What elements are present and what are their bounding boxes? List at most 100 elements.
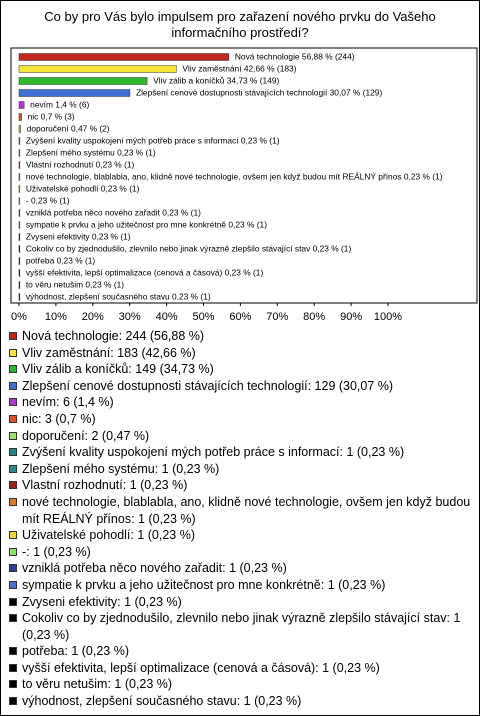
legend-label: doporučení: 2 (0,47 %) bbox=[22, 428, 150, 443]
bar bbox=[18, 197, 21, 205]
legend-label: Cokoliv co by zjednodušilo, zlevnilo neb… bbox=[22, 611, 461, 642]
bar bbox=[18, 125, 21, 133]
bar bbox=[18, 113, 22, 121]
legend-swatch bbox=[9, 398, 17, 407]
legend-item: Zvyseni efektivity: 1 (0,23 %) bbox=[7, 594, 473, 611]
data-label: Zvýšení kvality uspokojení mých potřeb p… bbox=[26, 136, 280, 146]
legend-swatch bbox=[9, 431, 17, 440]
legend-item: Zlepšení mého systému: 1 (0,23 %) bbox=[7, 461, 473, 478]
bar bbox=[18, 53, 230, 61]
bar bbox=[18, 281, 21, 289]
legend-label: Vlastní rozhodnutí: 1 (0,23 %) bbox=[22, 478, 188, 493]
legend-swatch bbox=[9, 448, 17, 457]
legend-swatch bbox=[9, 381, 17, 390]
legend-label: Vliv zaměstnání: 183 (42,66 %) bbox=[22, 345, 196, 360]
legend-item: Zlepšení cenové dostupnosti stávajících … bbox=[7, 378, 473, 395]
bar bbox=[18, 89, 131, 97]
bar bbox=[18, 245, 21, 253]
legend-item: nic: 3 (0,7 %) bbox=[7, 411, 473, 428]
x-tick-label: 80% bbox=[303, 311, 325, 323]
plot-frame bbox=[10, 47, 478, 304]
bar bbox=[18, 101, 25, 109]
bar bbox=[18, 257, 21, 265]
x-tick-label: 30% bbox=[119, 311, 141, 323]
legend-swatch bbox=[9, 697, 17, 706]
legend-label: Zlepšení mého systému: 1 (0,23 %) bbox=[22, 461, 220, 476]
legend-label: nové technologie, blablabla, ano, klidně… bbox=[22, 494, 471, 526]
legend-swatch bbox=[9, 348, 17, 357]
legend-label: Uživatelské pohodlí: 1 (0,23 %) bbox=[22, 528, 196, 543]
legend-label: Zvýšení kvality uspokojení mých potřeb p… bbox=[22, 445, 405, 460]
data-label: potřeba 0,23 % (1) bbox=[26, 256, 96, 266]
legend-item: Cokoliv co by zjednodušilo, zlevnilo neb… bbox=[7, 610, 473, 643]
legend-swatch bbox=[9, 332, 17, 340]
data-label: vzniklá potřeba něco nového zařadit 0,23… bbox=[26, 208, 201, 218]
bar bbox=[18, 173, 21, 181]
legend-swatch bbox=[9, 663, 17, 672]
legend-label: sympatie k prvku a jeho užitečnost pro m… bbox=[22, 577, 386, 592]
legend-item: nové technologie, blablabla, ano, klidně… bbox=[7, 494, 473, 527]
legend-swatch bbox=[9, 414, 17, 423]
legend-item: vzniklá potřeba něco nového zařadit: 1 (… bbox=[7, 560, 473, 577]
legend-label: -: 1 (0,23 %) bbox=[22, 544, 91, 559]
legend-label: Nová technologie: 244 (56,88 %) bbox=[22, 329, 205, 343]
legend-label: to věru netušim: 1 (0,23 %) bbox=[22, 677, 173, 692]
x-tick-label: 50% bbox=[192, 311, 214, 323]
legend-label: Zvyseni efektivity: 1 (0,23 %) bbox=[22, 594, 182, 609]
data-label: sympatie k prvku a jeho užitečnost pro m… bbox=[26, 220, 267, 230]
data-label: doporučení 0,47 % (2) bbox=[27, 124, 110, 134]
legend-label: vzniklá potřeba něco nového zařadit: 1 (… bbox=[22, 561, 287, 576]
data-label: výhodnost, zlepšení současného stavu 0,2… bbox=[26, 292, 211, 302]
data-label: Uživatelské pohodlí 0,23 % (1) bbox=[26, 184, 140, 194]
legend-swatch bbox=[9, 614, 17, 623]
legend-item: vyšší efektivita, lepší optimalizace (ce… bbox=[7, 660, 473, 677]
legend: Nová technologie: 244 (56,88 %) Vliv zamě… bbox=[7, 328, 473, 710]
x-tick-label: 10% bbox=[45, 311, 67, 323]
x-tick-label: 100% bbox=[374, 311, 402, 323]
legend-item: Vliv zaměstnání: 183 (42,66 %) bbox=[7, 345, 473, 362]
legend-label: nevím: 6 (1,4 %) bbox=[22, 395, 114, 410]
data-label: nic 0,7 % (3) bbox=[28, 112, 75, 122]
data-label: Zvyseni efektivity 0,23 % (1) bbox=[26, 232, 131, 242]
legend-swatch bbox=[9, 497, 17, 506]
data-label: Vliv zálib a koníčků 34,73 % (149) bbox=[153, 76, 279, 86]
bar bbox=[18, 137, 21, 145]
legend-swatch bbox=[9, 597, 17, 606]
legend-swatch bbox=[9, 481, 17, 490]
legend-label: výhodnost, zlepšení současného stavu: 1 … bbox=[22, 694, 302, 709]
legend-item: -: 1 (0,23 %) bbox=[7, 544, 473, 561]
legend-swatch bbox=[9, 580, 17, 589]
data-label: Nová technologie 56,88 % (244) bbox=[235, 52, 355, 62]
data-label: Zlepšení mého systému 0,23 % (1) bbox=[26, 148, 156, 158]
x-tick-label: 0% bbox=[11, 311, 27, 323]
legend-label: Zlepšení cenové dostupnosti stávajících … bbox=[22, 378, 394, 393]
bar bbox=[18, 293, 21, 301]
legend-swatch bbox=[9, 680, 17, 689]
bar bbox=[18, 65, 177, 73]
x-tick-label: 60% bbox=[229, 311, 251, 323]
x-tick-label: 70% bbox=[266, 311, 288, 323]
bar bbox=[18, 233, 21, 241]
legend-item: doporučení: 2 (0,47 %) bbox=[7, 428, 473, 445]
legend-label: vyšší efektivita, lepší optimalizace (ce… bbox=[22, 660, 380, 675]
data-label: nevím 1,4 % (6) bbox=[30, 100, 89, 110]
data-label: Vlastní rozhodnutí 0,23 % (1) bbox=[26, 160, 135, 170]
plot: 0% 10% 20% 30% 40% 50% 60% 70% 80% 90% 100% Nová te… bbox=[10, 47, 478, 323]
bar bbox=[18, 269, 21, 277]
data-label: to věru netušim 0,23 % (1) bbox=[26, 280, 124, 290]
legend-item: Nová technologie: 244 (56,88 %) bbox=[7, 328, 473, 345]
data-label: nové technologie, blablabla, ano, klidně… bbox=[26, 172, 443, 182]
legend-item: Uživatelské pohodlí: 1 (0,23 %) bbox=[7, 527, 473, 544]
legend-item: to věru netušim: 1 (0,23 %) bbox=[7, 676, 473, 693]
legend-label: nic: 3 (0,7 %) bbox=[22, 411, 96, 426]
bar bbox=[18, 221, 21, 229]
bar bbox=[18, 149, 21, 157]
data-label: Cokoliv co by zjednodušilo, zlevnilo neb… bbox=[26, 244, 352, 254]
legend-label: Vliv zálib a koníčků: 149 (34,73 %) bbox=[22, 362, 214, 377]
legend-item: Zvýšení kvality uspokojení mých potřeb p… bbox=[7, 444, 473, 461]
legend-swatch bbox=[9, 365, 17, 374]
legend-swatch bbox=[9, 564, 17, 573]
bar bbox=[18, 185, 21, 193]
legend-swatch bbox=[9, 547, 17, 556]
